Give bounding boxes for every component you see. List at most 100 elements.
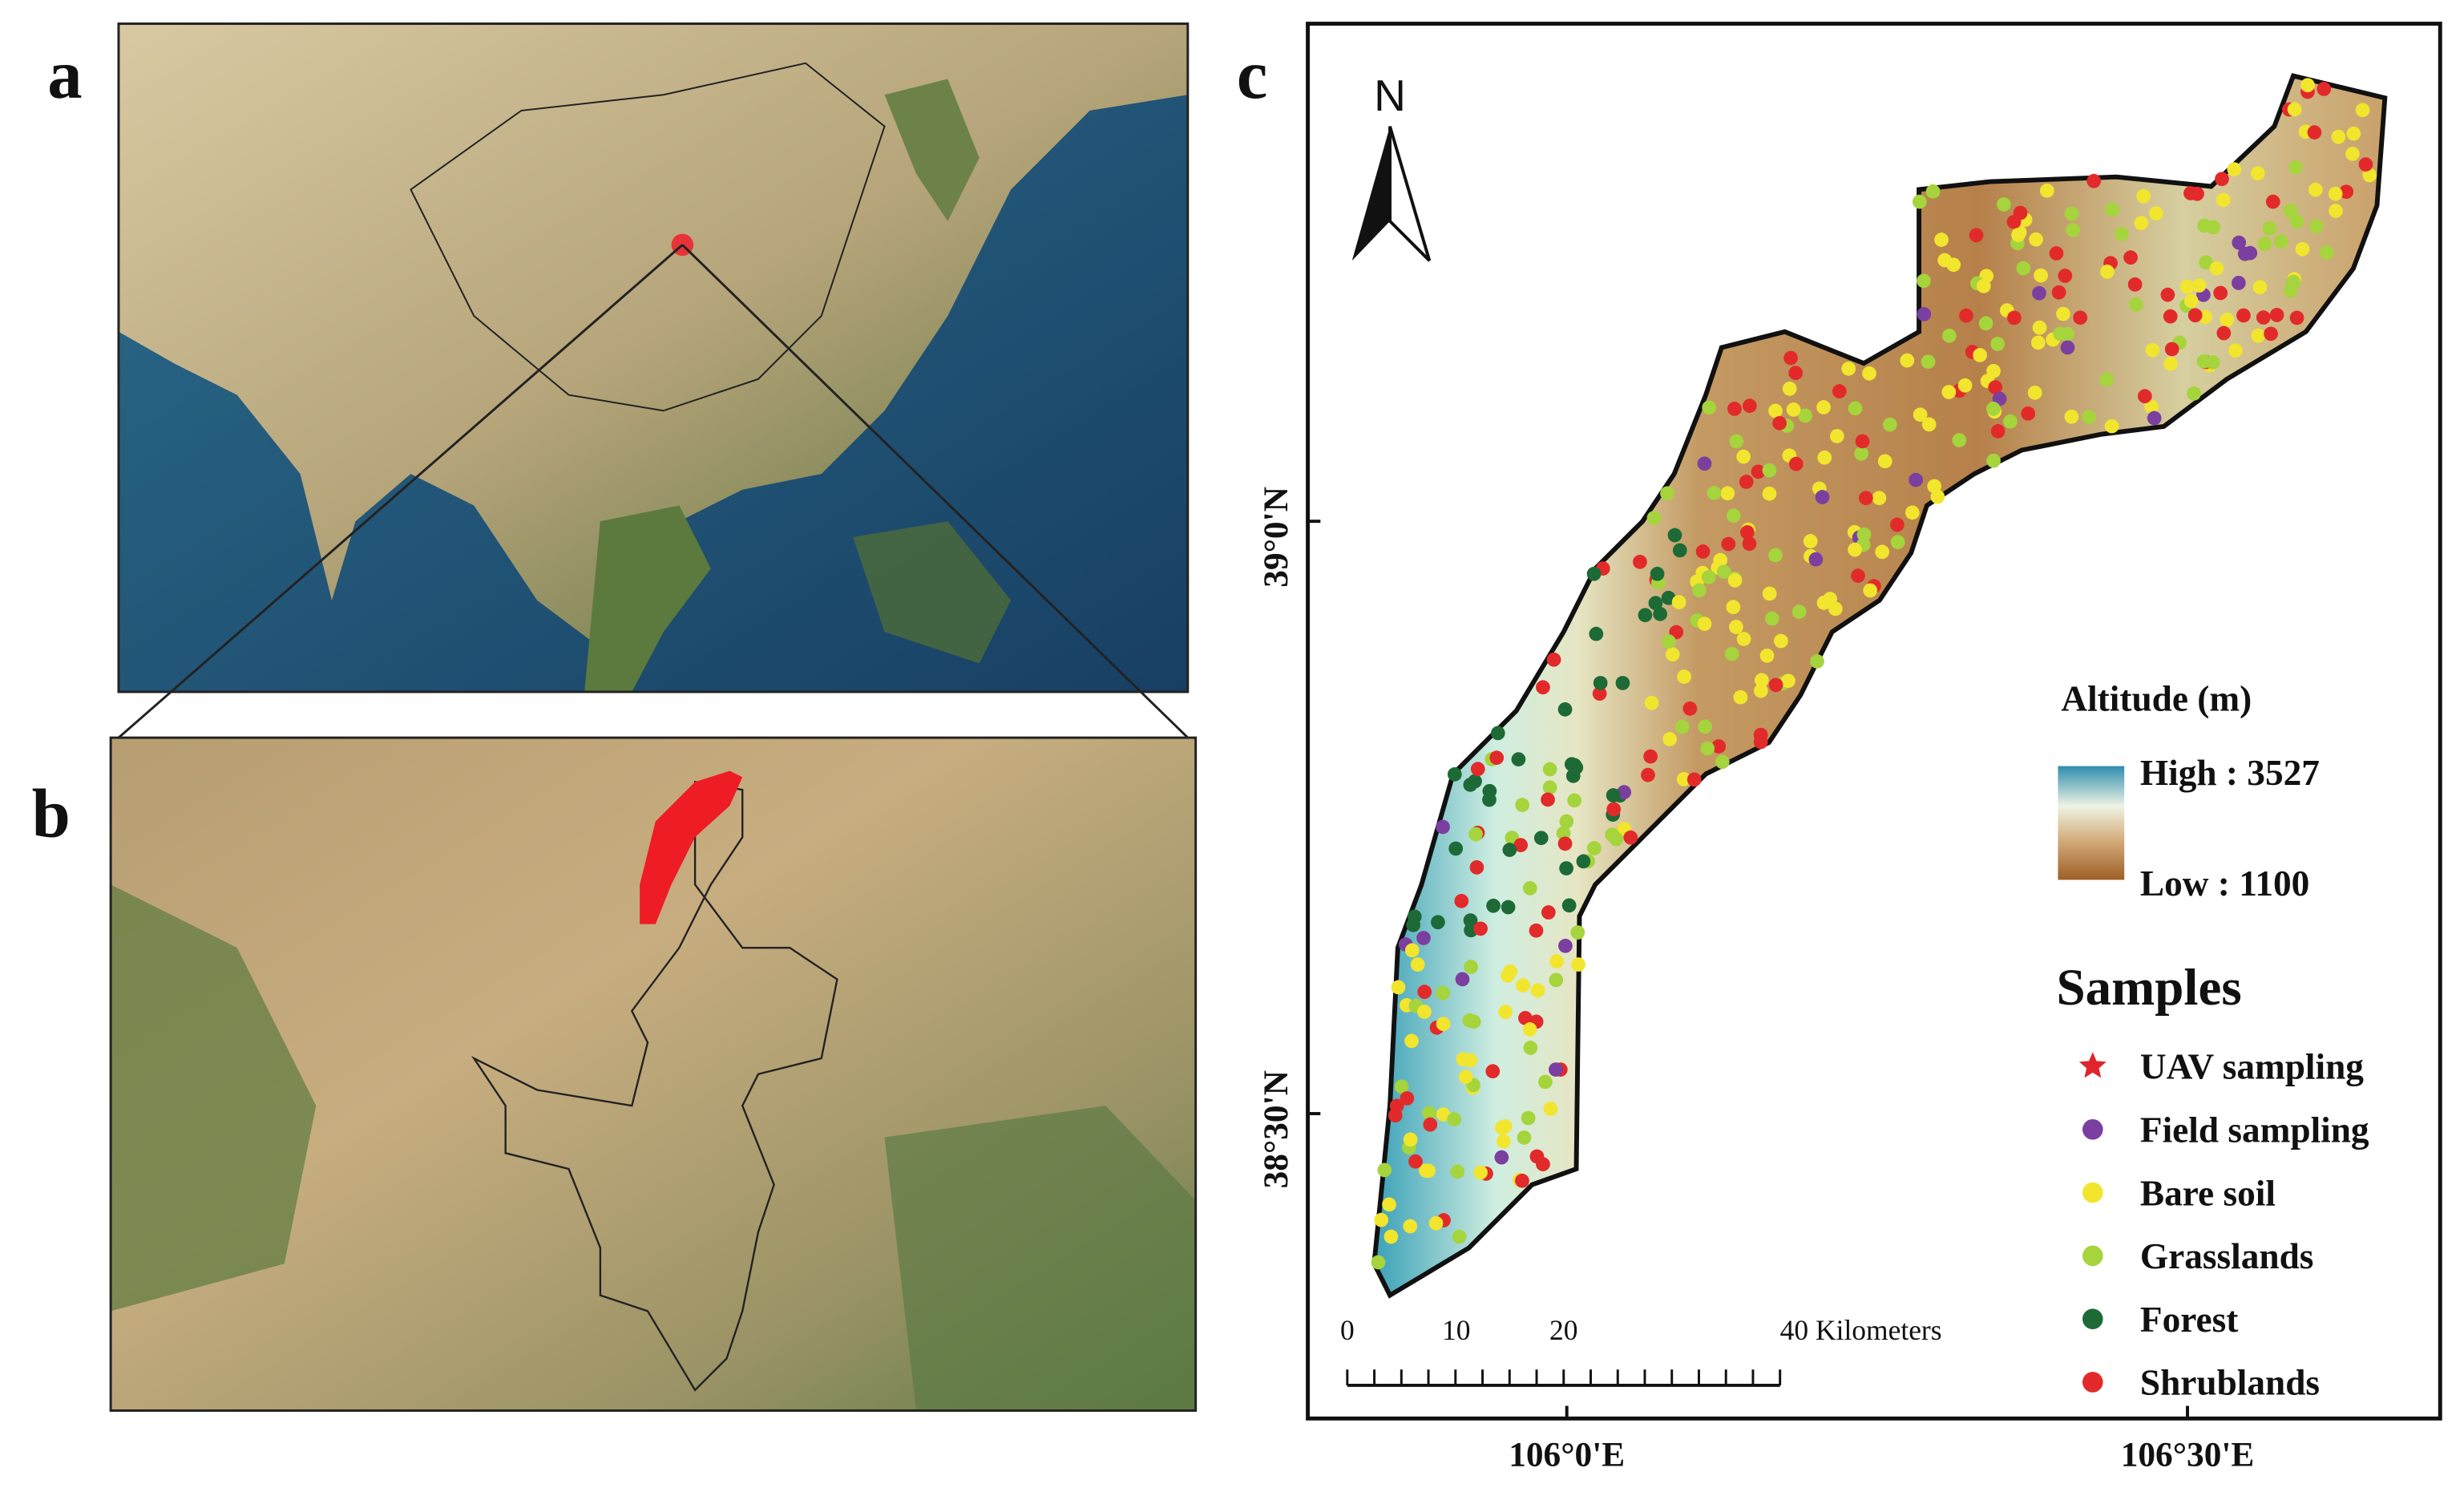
zoom-line: [681, 244, 1189, 739]
sample-point: [1606, 802, 1622, 817]
sample-point: [1643, 749, 1658, 764]
sample-point: [2100, 265, 2115, 279]
sample-point: [1774, 633, 1788, 649]
sample-point: [1768, 403, 1783, 418]
sample-point: [1549, 954, 1564, 968]
legend-label: Grasslands: [2140, 1236, 2314, 1276]
zoom-line: [117, 244, 684, 739]
sample-point: [1529, 1149, 1545, 1164]
sample-point: [1516, 978, 1530, 993]
sample-point: [2105, 202, 2119, 217]
sample-point: [2029, 232, 2043, 247]
sample-point: [2358, 157, 2373, 172]
sample-point: [1382, 1197, 1396, 1212]
sample-point: [1772, 415, 1787, 431]
panel-label: a: [47, 36, 82, 113]
sample-point: [2319, 245, 2334, 260]
legend-label: Bare soil: [2140, 1173, 2276, 1213]
altitude-ramp: [2058, 766, 2125, 880]
study-region: [1371, 73, 2388, 1299]
sample-point: [1617, 785, 1632, 799]
sample-point: [2317, 82, 2332, 96]
sample-point: [1447, 1112, 1462, 1127]
legend-marker: [2082, 1245, 2103, 1267]
sample-point: [1988, 380, 2003, 394]
sample-point: [1921, 417, 1937, 432]
legend-low: Low : 1100: [2140, 863, 2309, 904]
sample-point: [1697, 617, 1712, 631]
legend-title: Samples: [2056, 959, 2241, 1017]
sample-point: [1561, 898, 1577, 913]
sample-point: [1686, 772, 1702, 787]
sample-point: [1682, 701, 1698, 716]
sample-point: [1468, 827, 1483, 842]
sample-point: [1549, 1062, 1563, 1077]
sample-point: [1740, 525, 1755, 540]
sample-point: [1571, 957, 1585, 972]
sample-point: [1543, 1102, 1558, 1116]
sample-point: [1391, 980, 1406, 995]
sample-point: [2016, 261, 2031, 276]
sample-point: [2295, 241, 2310, 257]
sample-point: [1701, 570, 1716, 584]
sample-point: [2123, 250, 2138, 265]
sample-point: [1733, 689, 1748, 705]
sample-point: [1978, 316, 1993, 331]
sample-point: [2027, 385, 2042, 400]
sample-point: [1783, 350, 1798, 366]
sample-point: [2213, 285, 2228, 301]
sample-point: [2237, 246, 2252, 261]
sample-point: [2289, 310, 2304, 326]
legend-label: Shrublands: [2140, 1363, 2320, 1403]
sample-point: [1436, 1107, 1451, 1122]
sample-point: [1815, 490, 1830, 504]
sample-point: [1855, 434, 1870, 449]
map-a: [118, 23, 1188, 692]
sample-point: [1841, 361, 1856, 376]
scale-label: 10: [1442, 1314, 1470, 1346]
sample-point: [1473, 921, 1488, 936]
sample-point: [2064, 409, 2079, 424]
sample-point: [1909, 472, 1923, 487]
sample-point: [1641, 767, 1655, 782]
sample-point: [1436, 819, 1450, 835]
land: [884, 79, 980, 221]
sample-point: [1522, 1022, 1537, 1037]
sample-point: [2187, 386, 2201, 401]
sample-point: [2145, 342, 2160, 358]
sample-point: [1781, 673, 1795, 689]
sample-point: [2056, 306, 2070, 321]
sample-point: [2003, 414, 2018, 429]
sample-point: [1416, 931, 1431, 945]
sample-point: [1921, 354, 1936, 370]
north-arrow-right: [1388, 126, 1432, 262]
sample-point: [1848, 401, 1863, 416]
sample-point: [2209, 261, 2224, 276]
sample-point: [1934, 232, 1949, 247]
sample-point: [2163, 309, 2178, 324]
sample-point: [1957, 378, 1973, 393]
sample-point: [1739, 475, 1754, 489]
legend-label: UAV sampling: [2140, 1047, 2364, 1087]
sample-point: [1671, 595, 1686, 609]
sample-point: [1917, 307, 1932, 321]
sample-point: [1565, 768, 1581, 783]
sample-point: [2289, 214, 2304, 229]
sample-point: [2274, 234, 2288, 249]
sample-point: [1490, 726, 1505, 741]
sample-point: [2179, 279, 2195, 294]
north-arrow: [1351, 126, 1432, 262]
sample-point: [1436, 1017, 1451, 1031]
sample-point: [1593, 676, 1608, 690]
sample-point: [1937, 253, 1953, 268]
sample-point: [1404, 1033, 1419, 1049]
sample-point: [1726, 600, 1741, 615]
sample-point: [2013, 205, 2028, 220]
sample-point: [1721, 536, 1736, 552]
sample-point: [2147, 410, 2162, 426]
sample-point: [1724, 646, 1739, 661]
sample-point: [1549, 972, 1564, 988]
sample-point: [1653, 606, 1668, 621]
sample-point: [2328, 186, 2343, 201]
